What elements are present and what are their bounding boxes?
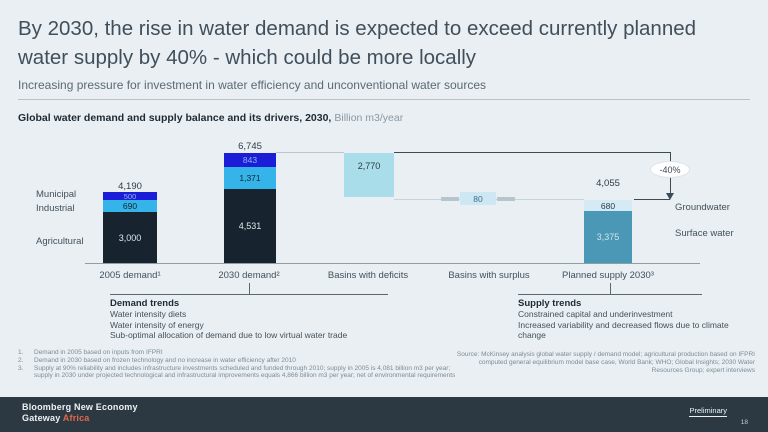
bar-segment-surplus: 80	[460, 192, 496, 205]
category-planned-supply: Planned supply 2030³	[562, 270, 654, 281]
bar-total-2030: 6,745	[238, 141, 262, 152]
demand-trend-item: Water intensity of energy	[110, 319, 204, 330]
chart-title-text: Global water demand and supply balance a…	[18, 112, 332, 124]
logo-africa: Africa	[62, 413, 90, 423]
gap-line-lower	[670, 178, 671, 194]
supply-bracket-line	[518, 294, 702, 295]
logo-gateway: Gateway	[22, 413, 61, 423]
bloomberg-logo: Bloomberg New Economy Gateway Africa	[22, 402, 138, 424]
footnote-number: 2.	[18, 356, 24, 364]
chart-title: Global water demand and supply balance a…	[18, 112, 403, 124]
bar-segment-surface-water: 3,375	[584, 211, 632, 263]
logo-line2: Gateway Africa	[22, 413, 138, 424]
supply-trends-list: Constrained capital and underinvestment …	[518, 309, 730, 341]
surplus-bar-left	[441, 197, 459, 201]
category-basins-surplus: Basins with surplus	[448, 270, 530, 281]
source-note: Source: McKinsey analysis global water s…	[456, 351, 755, 374]
demand-bracket-tick	[249, 283, 250, 294]
preliminary-link[interactable]: Preliminary	[689, 406, 727, 417]
bar-segment-municipal-2030: 843	[224, 153, 276, 167]
page-title: By 2030, the rise in water demand is exp…	[18, 17, 697, 70]
axis-label-agricultural: Agricultural	[36, 236, 84, 247]
bar-segment-deficit: 2,770	[344, 153, 394, 197]
supply-level-connector	[634, 199, 670, 200]
surplus-bar-right	[497, 197, 515, 201]
bar-segment-industrial-2030: 1,371	[224, 167, 276, 189]
category-2030-demand: 2030 demand²	[218, 270, 280, 281]
footnote-1: 1. Demand in 2005 based on inputs from I…	[18, 349, 463, 357]
footer-bar	[0, 397, 768, 432]
footnote-text: Demand in 2030 based on frozen technolog…	[34, 356, 296, 364]
page-number: 18	[740, 419, 748, 426]
footnote-2: 2. Demand in 2030 based on frozen techno…	[18, 357, 463, 365]
bar-total-2005: 4,190	[118, 181, 142, 192]
top-connector-dark	[394, 152, 670, 153]
category-basins-deficits: Basins with deficits	[327, 270, 409, 281]
bar-total-supply: 4,055	[596, 178, 620, 189]
gap-annotation-label: -40%	[659, 164, 681, 175]
footnotes: 1. Demand in 2005 based on inputs from I…	[18, 349, 463, 380]
demand-trend-item: Water intensity diets	[110, 309, 187, 319]
demand-trends-header: Demand trends	[110, 298, 180, 309]
logo-line1: Bloomberg New Economy	[22, 402, 138, 412]
demand-trend-item: Sub-optimal allocation of demand due to …	[110, 330, 348, 340]
header-divider	[18, 99, 750, 100]
category-2005-demand: 2005 demand¹	[99, 270, 161, 281]
bar-segment-industrial-2005: 690	[103, 200, 157, 212]
footnote-text: Demand in 2005 based on inputs from IFPR…	[34, 349, 163, 356]
top-connector-light	[276, 152, 344, 153]
footnote-text: Supply at 90% reliability and includes i…	[34, 364, 456, 380]
gap-line-upper	[670, 152, 671, 162]
supply-trends-header: Supply trends	[518, 298, 582, 309]
page-subtitle: Increasing pressure for investment in wa…	[18, 78, 487, 92]
x-axis-baseline	[85, 263, 700, 264]
bar-segment-agricultural-2005: 3,000	[103, 212, 157, 263]
demand-trends-list: Water intensity diets Water intensity of…	[110, 309, 400, 341]
footnote-number: 1.	[18, 349, 24, 356]
bar-segment-municipal-2005: 500	[103, 192, 157, 201]
chart-unit: Billion m3/year	[334, 112, 404, 124]
axis-label-municipal: Municipal	[36, 189, 77, 200]
gap-annotation-badge: -40%	[650, 161, 690, 178]
footnote-3: 3. Supply at 90% reliability and include…	[18, 365, 463, 381]
axis-label-groundwater: Groundwater	[675, 202, 730, 213]
bar-segment-agricultural-2030: 4,531	[224, 189, 276, 263]
axis-label-surface-water: Surface water	[675, 228, 734, 239]
supply-trend-item: Constrained capital and underinvestment	[518, 309, 673, 319]
arrow-down-icon	[666, 193, 674, 200]
footnote-number: 3.	[18, 364, 24, 372]
bar-segment-groundwater: 680	[584, 200, 632, 211]
supply-trend-item: Increased variability and decreased flow…	[518, 319, 729, 341]
supply-bracket-tick	[610, 283, 611, 294]
demand-bracket-line	[110, 294, 388, 295]
axis-label-industrial: Industrial	[36, 203, 75, 214]
